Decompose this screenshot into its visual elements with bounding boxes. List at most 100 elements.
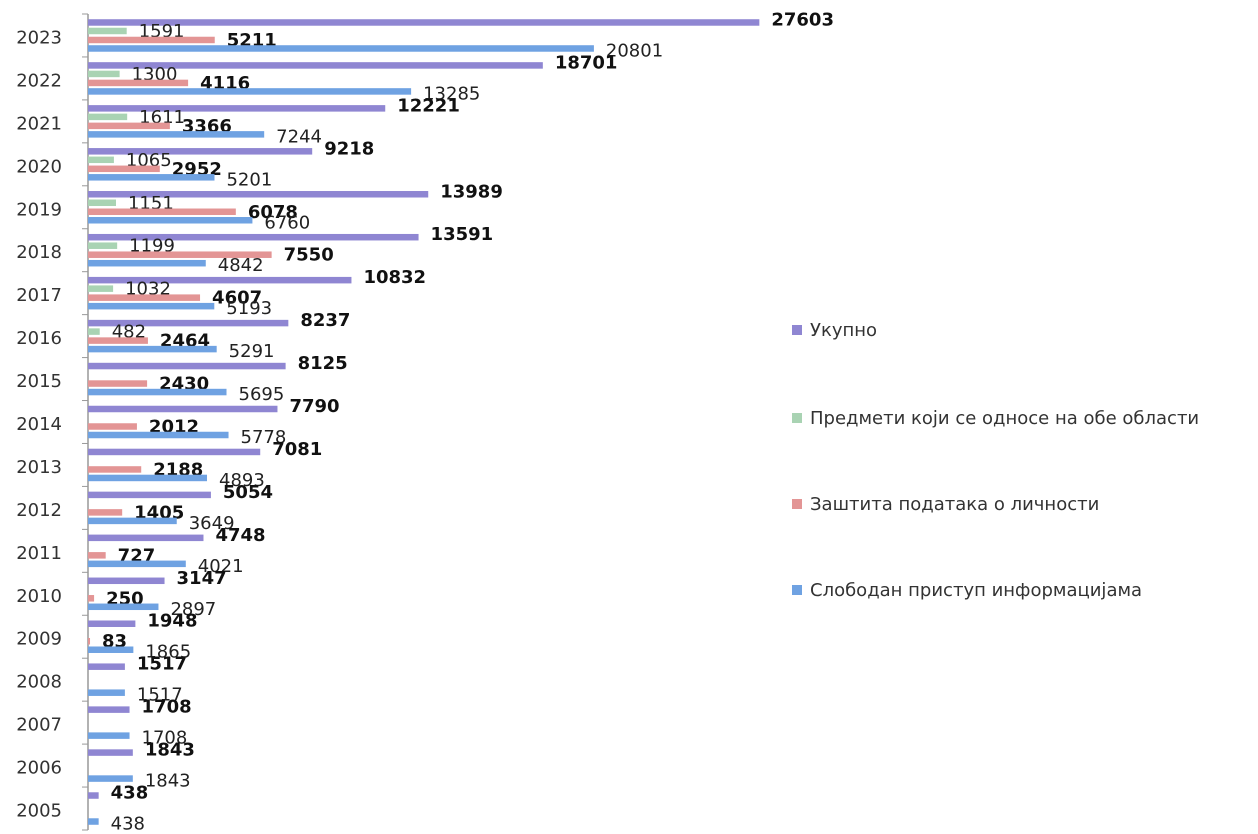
- y-tick-label: 2015: [16, 371, 62, 392]
- bar: [88, 706, 130, 713]
- y-tick-label: 2008: [16, 672, 62, 693]
- bar: [88, 362, 286, 370]
- bar: [88, 663, 125, 670]
- y-tick-label: 2016: [16, 328, 62, 349]
- bar: [88, 431, 229, 439]
- bar: [88, 380, 148, 387]
- bar: [88, 19, 760, 26]
- bar: [88, 620, 136, 627]
- bar: [88, 637, 91, 645]
- value-label: 4021: [198, 556, 244, 577]
- bar: [88, 276, 352, 284]
- bar: [88, 70, 120, 78]
- bar: [88, 689, 125, 696]
- value-label: 5193: [226, 298, 272, 319]
- value-label: 1517: [137, 685, 183, 706]
- bar: [88, 474, 208, 482]
- bar: [88, 732, 130, 739]
- bar: [88, 328, 100, 335]
- value-label: 1517: [137, 654, 187, 675]
- value-label: 5778: [241, 427, 287, 448]
- bar: [88, 233, 419, 241]
- bar: [88, 517, 177, 525]
- value-label: 438: [111, 783, 149, 804]
- bar: [88, 148, 313, 155]
- bar: [88, 122, 170, 130]
- bar: [88, 113, 128, 121]
- bar: [88, 337, 148, 344]
- value-label: 7244: [276, 126, 322, 147]
- value-label: 20801: [606, 40, 663, 61]
- bar: [88, 27, 127, 35]
- value-label: 6078: [248, 202, 298, 223]
- value-label: 13591: [431, 224, 494, 245]
- bar: [88, 131, 265, 138]
- value-label: 1843: [145, 740, 195, 761]
- y-tick-label: 2019: [16, 199, 62, 220]
- bar: [88, 448, 261, 456]
- value-label: 8125: [298, 353, 348, 374]
- value-label: 7081: [272, 439, 322, 460]
- value-label: 13285: [423, 83, 480, 104]
- bar: [88, 646, 134, 653]
- value-label: 7790: [289, 396, 339, 417]
- bar: [88, 191, 429, 198]
- bar: [88, 174, 215, 181]
- value-label: 4607: [212, 288, 262, 309]
- bar: [88, 302, 215, 310]
- value-label: 1865: [145, 642, 191, 663]
- bar: [88, 208, 236, 216]
- value-label: 5695: [239, 384, 285, 405]
- value-label: 4893: [219, 470, 265, 491]
- bar: [88, 818, 99, 825]
- value-label: 5054: [223, 482, 273, 503]
- bar: [88, 423, 137, 430]
- value-label: 7550: [284, 245, 334, 266]
- value-label: 3649: [189, 513, 235, 534]
- bar: [88, 775, 133, 782]
- legend-label: Заштита података о личности: [810, 494, 1099, 515]
- bar: [88, 105, 386, 112]
- bar: [88, 560, 186, 568]
- bar: [88, 45, 594, 52]
- bar: [88, 388, 227, 396]
- bar: [88, 792, 99, 799]
- bar: [88, 165, 160, 173]
- y-tick-label: 2011: [16, 543, 62, 564]
- bar: [88, 251, 272, 258]
- legend-swatch: [792, 413, 802, 423]
- bar: [88, 749, 133, 756]
- value-label: 12221: [397, 95, 460, 116]
- y-tick-label: 2009: [16, 629, 62, 650]
- value-label: 438: [111, 814, 145, 834]
- bar: [88, 294, 201, 301]
- bar: [88, 156, 114, 164]
- value-label: 9218: [324, 138, 374, 159]
- bar: [88, 603, 159, 611]
- y-tick-label: 2010: [16, 586, 62, 607]
- bar: [88, 509, 123, 516]
- bar: [88, 466, 142, 473]
- bar: [88, 36, 215, 44]
- bar: [88, 285, 114, 292]
- y-tick-label: 2012: [16, 500, 62, 521]
- value-label: 18701: [555, 52, 618, 73]
- value-label: 6760: [264, 212, 310, 233]
- bar: [88, 88, 412, 95]
- value-label: 1199: [129, 236, 175, 257]
- value-label: 1708: [142, 697, 192, 718]
- y-tick-label: 2021: [16, 113, 62, 134]
- bar: [88, 199, 116, 207]
- value-label: 8237: [300, 310, 350, 331]
- y-tick-label: 2022: [16, 70, 62, 91]
- bar: [88, 405, 278, 413]
- legend-label: Укупно: [810, 320, 877, 341]
- value-label: 2897: [170, 599, 216, 620]
- value-label: 1708: [142, 728, 188, 749]
- legend-swatch: [792, 499, 802, 509]
- value-label: 3147: [177, 568, 227, 589]
- bar: [88, 491, 211, 499]
- value-label: 1843: [145, 771, 191, 792]
- y-tick-label: 2006: [16, 758, 62, 779]
